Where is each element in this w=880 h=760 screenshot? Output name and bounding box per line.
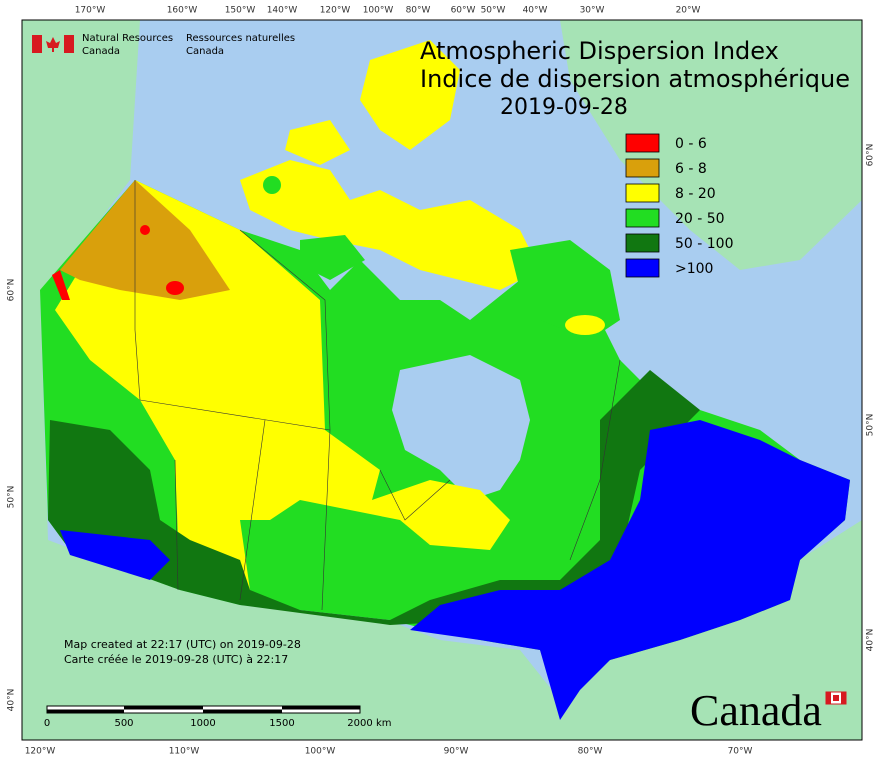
top-axis-label: 60°W	[451, 6, 476, 16]
region-0-6	[140, 225, 150, 235]
wordmark-flag	[825, 691, 847, 705]
legend-label: 8 - 20	[675, 186, 716, 202]
top-axis-label: 100°W	[363, 6, 394, 16]
top-axis-label: 170°W	[75, 6, 106, 16]
scale-bar-seg	[203, 709, 282, 713]
bottom-axis-label: 90°W	[444, 747, 469, 757]
flag-bar	[826, 692, 831, 704]
legend-label: 6 - 8	[675, 161, 707, 177]
note: Map created at 22:17 (UTC) on 2019-09-28	[64, 638, 301, 651]
top-axis-label: 50°W	[481, 6, 506, 16]
map-frame	[21, 19, 863, 741]
top-axis-label: 40°W	[523, 6, 548, 16]
nrcan-logo	[32, 35, 74, 53]
scale-tick-label: 2000	[347, 718, 372, 729]
scale-tick-label: 0	[44, 718, 50, 729]
bottom-axis-label: 100°W	[305, 747, 336, 757]
baffin-south	[510, 240, 620, 340]
bottom-axis-label: 120°W	[25, 747, 56, 757]
region-20-50	[263, 176, 281, 194]
agency-en: Natural Resources	[82, 33, 173, 44]
agency-fr: Ressources naturelles	[186, 33, 295, 44]
flag-leaf	[833, 695, 839, 701]
scale-bar-seg	[282, 706, 360, 710]
region-0-6	[166, 281, 184, 295]
region-over-100	[60, 530, 170, 580]
legend-label: 50 - 100	[675, 236, 734, 252]
usa-land	[22, 20, 862, 740]
scale-tick-label: 500	[114, 718, 133, 729]
title-fr: Indice de dispersion atmosphérique	[420, 65, 850, 93]
ellesmere-island	[360, 40, 460, 150]
top-axis-label: 140°W	[267, 6, 298, 16]
region-0-6	[52, 270, 70, 300]
region-6-8	[60, 180, 230, 300]
legend-swatch	[625, 208, 660, 228]
legend-label: >100	[675, 261, 713, 277]
wordmark: Canada	[690, 686, 822, 735]
scale-bar-seg	[124, 706, 203, 710]
title-en: Atmospheric Dispersion Index	[420, 37, 779, 65]
legend-swatch	[625, 133, 660, 153]
hudson-bay	[392, 355, 530, 500]
scale-tick-label: 1000	[190, 718, 215, 729]
legend-swatch	[625, 258, 660, 278]
top-axis-label: 30°W	[580, 6, 605, 16]
map-area	[22, 20, 862, 740]
agency-en: Canada	[82, 46, 120, 57]
right-axis-label: 40°N	[866, 629, 876, 652]
left-axis-label: 50°N	[7, 486, 17, 509]
left-axis-label: 40°N	[7, 689, 17, 712]
legend-label: 20 - 50	[675, 211, 725, 227]
region-50-100	[48, 370, 700, 640]
legend-swatch	[625, 233, 660, 253]
legend-label: 0 - 6	[675, 136, 707, 152]
borders	[134, 180, 621, 611]
scale-bar	[46, 705, 361, 714]
region-8-20	[565, 315, 605, 335]
top-axis-label: 80°W	[406, 6, 431, 16]
bottom-axis-label: 110°W	[169, 747, 200, 757]
flag-leaf	[46, 37, 60, 52]
greenland-land	[560, 20, 862, 270]
right-axis-label: 60°N	[866, 144, 876, 167]
legend-swatch	[625, 158, 660, 178]
top-axis-label: 20°W	[676, 6, 701, 16]
agency-fr: Canada	[186, 46, 224, 57]
region-over-100	[410, 420, 850, 720]
bottom-axis-label: 80°W	[578, 747, 603, 757]
arctic-islands	[240, 160, 540, 290]
note: Carte créée le 2019-09-28 (UTC) à 22:17	[64, 653, 288, 666]
title-date: 2019-09-28	[500, 95, 628, 120]
bottom-axis-label: 70°W	[728, 747, 753, 757]
scale-tick-label: 1500	[269, 718, 294, 729]
legend-swatch	[625, 183, 660, 203]
flag-bar	[32, 35, 42, 53]
top-axis-label: 160°W	[167, 6, 198, 16]
scale-unit: km	[376, 718, 392, 729]
left-axis-label: 60°N	[7, 279, 17, 302]
top-axis-label: 150°W	[225, 6, 256, 16]
top-axis-label: 120°W	[320, 6, 351, 16]
right-axis-label: 50°N	[866, 414, 876, 437]
arctic-island	[285, 120, 350, 165]
region-20-50	[300, 235, 365, 280]
flag-bar	[64, 35, 74, 53]
scale-bar-seg	[47, 709, 124, 713]
flag-bar	[841, 692, 846, 704]
alaska-land	[22, 20, 140, 300]
